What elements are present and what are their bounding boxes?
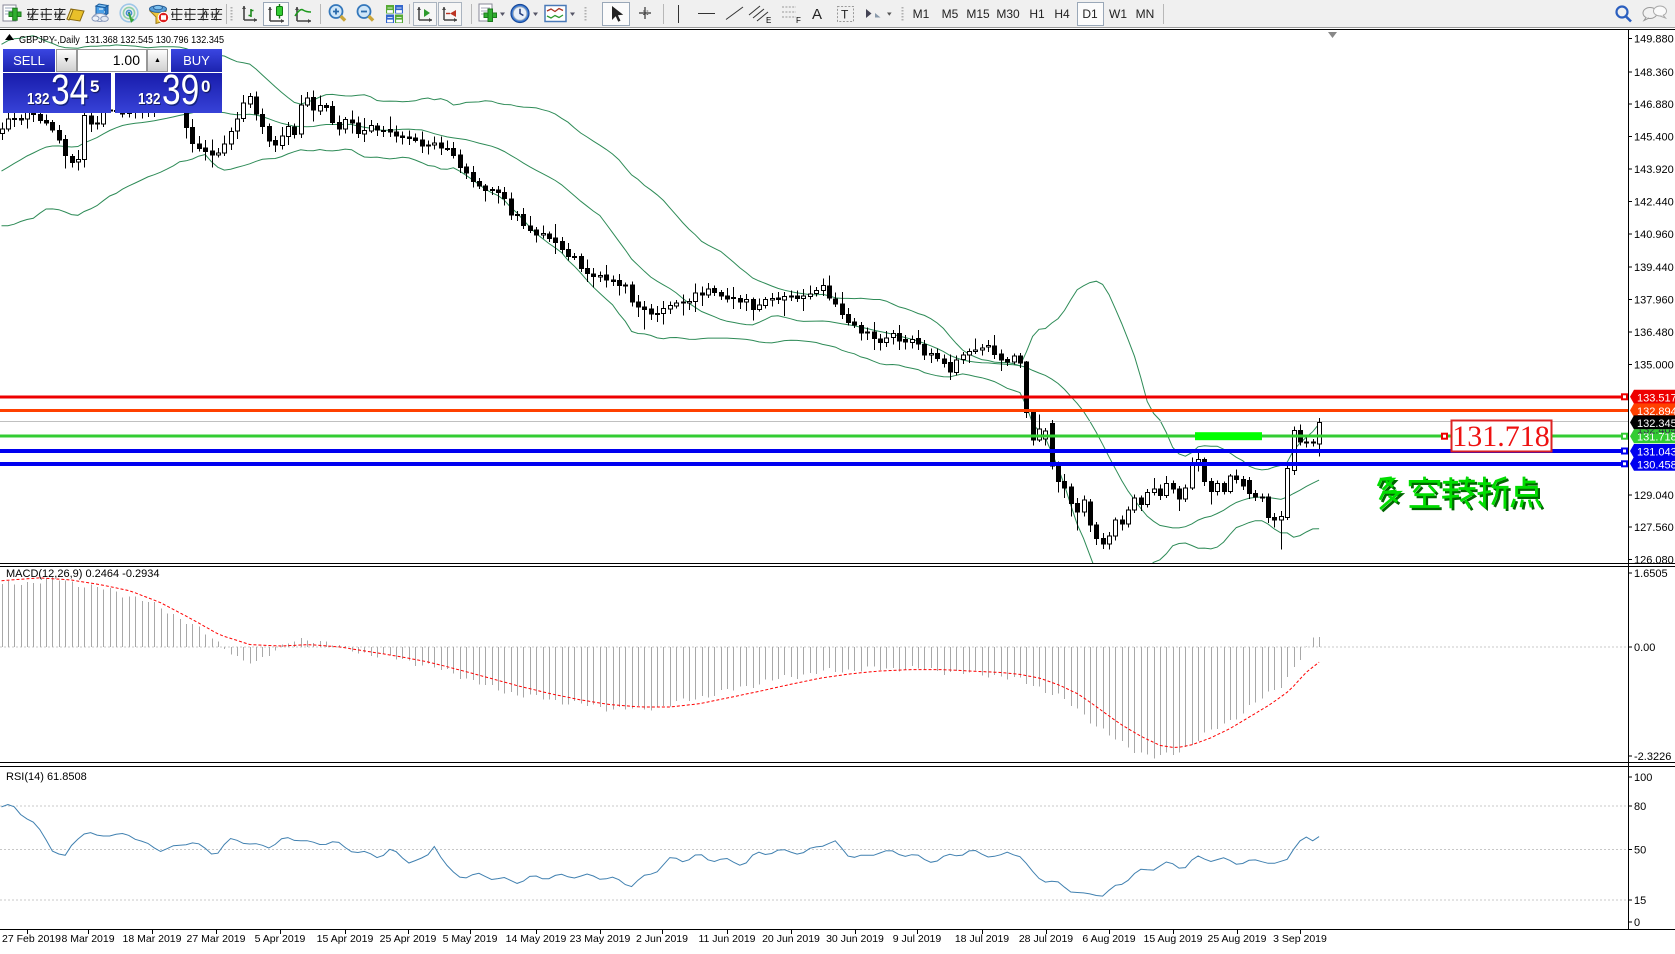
svg-text:149.880: 149.880 [1634,34,1674,46]
svg-text:140.960: 140.960 [1634,229,1674,241]
svg-text:M15: M15 [966,7,990,21]
svg-text:M30: M30 [996,7,1020,21]
svg-text:A: A [812,6,822,23]
svg-text:GBPJPY-,Daily 131.368 132.545: GBPJPY-,Daily 131.368 132.545 130.796 13… [19,34,224,46]
svg-text:133.517: 133.517 [1637,392,1675,404]
svg-text:27 Feb 2019: 27 Feb 2019 [2,933,61,945]
svg-text:15 Apr 2019: 15 Apr 2019 [317,933,374,945]
svg-text:127.560: 127.560 [1634,522,1674,534]
svg-text:136.480: 136.480 [1634,327,1674,339]
svg-text:3 Sep 2019: 3 Sep 2019 [1273,933,1327,945]
svg-text:0.00: 0.00 [1634,642,1655,654]
svg-text:146.880: 146.880 [1634,99,1674,111]
svg-text:MN: MN [1136,7,1155,21]
svg-text:50: 50 [1634,845,1646,857]
svg-text:F: F [796,16,801,25]
svg-text:0: 0 [1634,917,1640,929]
svg-text:M1: M1 [913,7,930,21]
svg-text:145.400: 145.400 [1634,132,1674,144]
svg-text:80: 80 [1634,801,1646,813]
svg-text:18 Jul 2019: 18 Jul 2019 [955,933,1009,945]
svg-text:142.440: 142.440 [1634,196,1674,208]
svg-text:28 Jul 2019: 28 Jul 2019 [1019,933,1073,945]
svg-text:129.040: 129.040 [1634,490,1674,502]
svg-text:132.345: 132.345 [1637,418,1675,430]
svg-text:M5: M5 [942,7,959,21]
svg-text:H4: H4 [1054,7,1070,21]
svg-text:5 May 2019: 5 May 2019 [443,933,498,945]
svg-text:23 May 2019: 23 May 2019 [570,933,631,945]
svg-text:E: E [766,16,771,25]
svg-text:20 Jun 2019: 20 Jun 2019 [762,933,820,945]
svg-text:H1: H1 [1029,7,1045,21]
svg-text:8 Mar 2019: 8 Mar 2019 [61,933,114,945]
svg-text:131.718: 131.718 [1637,432,1675,444]
svg-text:-2.3226: -2.3226 [1634,751,1671,763]
svg-text:T: T [841,8,849,22]
svg-text:6 Aug 2019: 6 Aug 2019 [1082,933,1135,945]
svg-text:25 Apr 2019: 25 Apr 2019 [380,933,437,945]
svg-text:131.043: 131.043 [1637,447,1675,459]
svg-text:15 Aug 2019: 15 Aug 2019 [1144,933,1203,945]
svg-text:100: 100 [1634,772,1652,784]
svg-text:2 Jun 2019: 2 Jun 2019 [636,933,688,945]
svg-text:11 Jun 2019: 11 Jun 2019 [698,933,755,945]
svg-text:9 Jul 2019: 9 Jul 2019 [893,933,942,945]
svg-text:148.360: 148.360 [1634,67,1674,79]
svg-text:30 Jun 2019: 30 Jun 2019 [826,933,884,945]
svg-text:126.080: 126.080 [1634,555,1674,567]
svg-text:132.404: 132.404 [1637,425,1675,437]
svg-text:137.960: 137.960 [1634,295,1674,307]
svg-text:14 May 2019: 14 May 2019 [506,933,567,945]
svg-text:131.718: 131.718 [1452,420,1550,453]
svg-text:18 Mar 2019: 18 Mar 2019 [123,933,182,945]
svg-text:RSI(14) 61.8508: RSI(14) 61.8508 [6,771,87,783]
svg-text:1.6505: 1.6505 [1634,568,1668,580]
svg-text:130.458: 130.458 [1637,459,1675,471]
svg-text:MACD(12,26,9) 0.2464 -0.2934: MACD(12,26,9) 0.2464 -0.2934 [6,568,159,580]
svg-text:25 Aug 2019: 25 Aug 2019 [1208,933,1267,945]
svg-text:D1: D1 [1082,7,1098,21]
svg-text:143.920: 143.920 [1634,164,1674,176]
svg-text:135.000: 135.000 [1634,359,1674,371]
svg-text:132.894: 132.894 [1637,406,1675,418]
svg-text:W1: W1 [1109,7,1127,21]
svg-text:15: 15 [1634,895,1646,907]
svg-text:139.440: 139.440 [1634,262,1674,274]
svg-text:27 Mar 2019: 27 Mar 2019 [187,933,246,945]
svg-text:5 Apr 2019: 5 Apr 2019 [255,933,306,945]
